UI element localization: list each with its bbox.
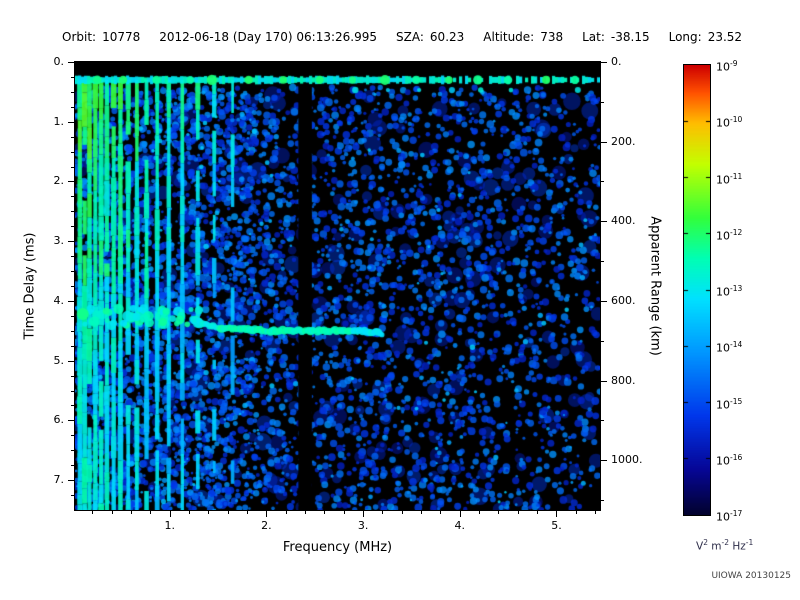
colorbar-tick-label: 10-17 (716, 509, 743, 524)
range-tick-label: 1000. (611, 453, 643, 467)
altitude-value: 738 (540, 30, 564, 44)
sza-label: SZA: (396, 30, 424, 44)
orbit-label: Orbit: (62, 30, 97, 44)
datetime-value: 2012-06-18 (Day 170) 06:13:26.995 (159, 30, 378, 44)
range-tick-label: 800. (611, 373, 636, 387)
x-tick-label: 3. (357, 519, 369, 532)
colorbar-tick-label: 10-13 (716, 284, 743, 299)
x-tick-label: 5. (551, 519, 562, 532)
long-value: 23.52 (707, 30, 743, 44)
header-field-altitude: Altitude: 738 (483, 30, 563, 44)
x-tick-label: 2. (261, 519, 272, 532)
lat-value: -38.15 (610, 30, 650, 44)
y-tick-label: 0. (53, 55, 65, 68)
orbit-value: 10778 (102, 30, 141, 44)
y-tick-label: 4. (53, 293, 65, 307)
header-field-orbit: Orbit: 10778 (62, 30, 140, 44)
x-tick-label: 4. (454, 519, 466, 532)
header-field-sza: SZA: 60.23 (396, 30, 464, 44)
colorbar-tick-label: 10-16 (716, 452, 743, 468)
header: Orbit: 10778 2012-06-18 (Day 170) 06:13:2… (62, 30, 772, 44)
x-axis-label: Frequency (MHz) (282, 540, 393, 555)
y-tick-label: 2. (53, 174, 65, 188)
right-axis-label: Apparent Range (km) (647, 216, 663, 356)
colorbar-tick-label: 10-14 (716, 340, 743, 355)
range-tick-label: 200. (611, 134, 636, 148)
range-tick-label: 0. (611, 55, 622, 68)
lat-label: Lat: (582, 30, 605, 44)
altitude-label: Altitude: (483, 30, 535, 44)
long-label: Long: (668, 30, 702, 44)
colorbar-tick-label: 10-10 (716, 115, 743, 130)
colorbar-tick-label: 10-9 (716, 59, 738, 74)
y-tick-label: 5. (53, 353, 65, 367)
colorbar-tick-label: 10-11 (716, 171, 743, 187)
spectrogram-canvas (75, 62, 600, 510)
colorbar-units-label: V2 m-2 Hz-1 (696, 538, 754, 553)
y-axis-label: Time Delay (ms) (22, 232, 38, 340)
header-field-long: Long: 23.52 (669, 30, 742, 44)
header-field-datetime: 2012-06-18 (Day 170) 06:13:26.995 (159, 30, 377, 44)
x-tick-label: 1. (164, 519, 176, 532)
y-tick-label: 1. (53, 114, 65, 128)
y-tick-label: 6. (53, 413, 65, 427)
credit-text: UIOWA 20130125 (711, 571, 791, 581)
colorbar-tick-label: 10-15 (716, 396, 743, 412)
y-tick-label: 7. (53, 473, 65, 487)
range-tick-label: 400. (611, 214, 636, 228)
header-field-lat: Lat: -38.15 (582, 30, 649, 44)
colorbar (683, 64, 711, 516)
y-tick-label: 3. (53, 234, 65, 248)
range-tick-label: 600. (611, 293, 636, 307)
sza-value: 60.23 (429, 30, 465, 44)
colorbar-tick-label: 10-12 (716, 227, 743, 243)
